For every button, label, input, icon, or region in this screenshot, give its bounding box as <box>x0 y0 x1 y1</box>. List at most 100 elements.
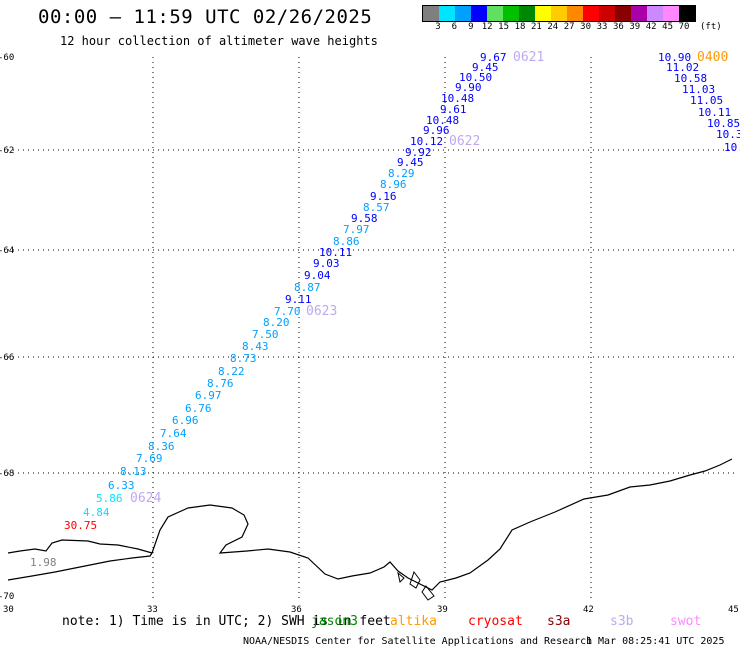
swh-value: 8.73 <box>230 352 257 365</box>
swh-value: 10.50 <box>459 71 492 84</box>
swh-value: 6.97 <box>195 389 222 402</box>
swh-value: 8.57 <box>363 201 390 214</box>
footer-generated: 1 Mar 08:25:41 UTC 2025 <box>586 636 725 647</box>
scale-label: 36 <box>612 22 624 32</box>
pass-label: 0623 <box>306 304 337 319</box>
map-grid <box>8 57 735 600</box>
scale-label: 42 <box>645 22 657 32</box>
scale-swatch <box>567 6 583 21</box>
lat-label: -62 <box>0 146 14 156</box>
pass-label: 0621 <box>513 50 544 65</box>
pass-label: 0624 <box>130 491 161 506</box>
scale-label: 24 <box>547 22 559 32</box>
swh-value: 9.90 <box>455 81 482 94</box>
swh-value: 6.76 <box>185 402 212 415</box>
swh-value: 9.11 <box>285 293 312 306</box>
scale-swatch <box>551 6 567 21</box>
scale-label: 30 <box>580 22 592 32</box>
swh-value: 8.22 <box>218 365 245 378</box>
swh-value: 10.39 <box>716 128 740 141</box>
swh-value: 10.48 <box>441 92 474 105</box>
track-values: 9.679.4510.509.9010.489.6110.489.9610.12… <box>30 50 740 569</box>
scale-swatch <box>423 6 439 21</box>
scale-label: 70 <box>678 22 690 32</box>
lon-label: 30 <box>3 605 14 615</box>
swh-value: 9.04 <box>304 269 331 282</box>
scale-swatch <box>679 6 695 21</box>
swh-value: 8.43 <box>242 340 269 353</box>
swh-value: 10.85 <box>707 117 740 130</box>
scale-swatch <box>535 6 551 21</box>
lat-label: -70 <box>0 592 14 602</box>
pass-label: 0622 <box>449 134 480 149</box>
mission-s3a: s3a <box>547 614 571 629</box>
lat-label: -68 <box>0 469 14 479</box>
scale-swatch <box>471 6 487 21</box>
swh-value: 8.87 <box>294 281 321 294</box>
lat-label: -64 <box>0 246 14 256</box>
scale-label: 9 <box>468 22 474 32</box>
scale-label: 39 <box>629 22 641 32</box>
scale-label: 12 <box>481 22 493 32</box>
mission-s3b: s3b <box>610 614 634 629</box>
swh-value: 7.97 <box>343 223 370 236</box>
swh-value: 5.86 <box>96 492 123 505</box>
swh-value: 10.48 <box>426 114 459 127</box>
lon-label: 45 <box>728 605 739 615</box>
scale-swatch <box>599 6 615 21</box>
scale-label: 27 <box>563 22 575 32</box>
swh-value: 1.98 <box>30 556 57 569</box>
scale-label: 3 <box>435 22 441 32</box>
scale-label: 45 <box>662 22 674 32</box>
swh-value: 9.45 <box>397 156 424 169</box>
swh-value: 9.96 <box>423 124 450 137</box>
latitude-labels: -60 -62 -64 -66 -68 -70 <box>0 53 14 602</box>
mission-cryosat: cryosat <box>468 614 523 629</box>
swh-value: 7.64 <box>160 427 187 440</box>
swh-value: 8.36 <box>148 440 175 453</box>
longitude-labels: 30 33 36 39 42 45 <box>3 605 739 615</box>
lat-label: -60 <box>0 53 14 63</box>
color-scale-unit: (ft) <box>700 22 722 32</box>
swh-value: 8.86 <box>333 235 360 248</box>
swh-value: 9.61 <box>440 103 467 116</box>
scale-label: 18 <box>514 22 526 32</box>
swh-value: 11.03 <box>682 83 715 96</box>
swh-value: 9.16 <box>370 190 397 203</box>
lon-label: 33 <box>147 605 158 615</box>
lon-label: 39 <box>437 605 448 615</box>
scale-swatch <box>663 6 679 21</box>
lon-label: 42 <box>583 605 594 615</box>
swh-value: 9.67 <box>480 51 507 64</box>
footer-credit: NOAA/NESDIS Center for Satellite Applica… <box>243 636 593 647</box>
scale-swatch <box>455 6 471 21</box>
swh-value: 9.92 <box>405 146 432 159</box>
swh-value: 8.29 <box>388 167 415 180</box>
scale-swatch <box>631 6 647 21</box>
scale-label: 15 <box>498 22 510 32</box>
scale-label: 21 <box>530 22 542 32</box>
coastline-inlet <box>7 552 153 581</box>
swh-value: 9.45 <box>472 61 499 74</box>
swh-value: 6.33 <box>108 479 135 492</box>
lat-label: -66 <box>0 353 14 363</box>
swh-value: 10.12 <box>410 135 443 148</box>
swh-value: 7.69 <box>136 452 163 465</box>
swh-value: 9.58 <box>351 212 378 225</box>
mission-jason3: jason3 <box>311 614 358 629</box>
swh-value: 4.84 <box>83 506 110 519</box>
swh-value: 11.05 <box>690 94 723 107</box>
color-scale-labels: 3 6 9 12 15 18 21 24 27 30 33 36 39 42 45 70 <box>422 22 732 34</box>
swh-value: 8.76 <box>207 377 234 390</box>
coastline-islands <box>397 570 435 601</box>
color-scale-bar <box>422 5 696 22</box>
note-text: note: 1) Time is in UTC; 2) SWH is in fe… <box>62 614 391 629</box>
scale-swatch <box>439 6 455 21</box>
swh-value: 30.75 <box>64 519 97 532</box>
swh-value: 7.50 <box>252 328 279 341</box>
scale-swatch <box>519 6 535 21</box>
swh-value: 10. <box>724 141 740 154</box>
lon-label: 36 <box>291 605 302 615</box>
swh-value: 8.13 <box>120 465 147 478</box>
